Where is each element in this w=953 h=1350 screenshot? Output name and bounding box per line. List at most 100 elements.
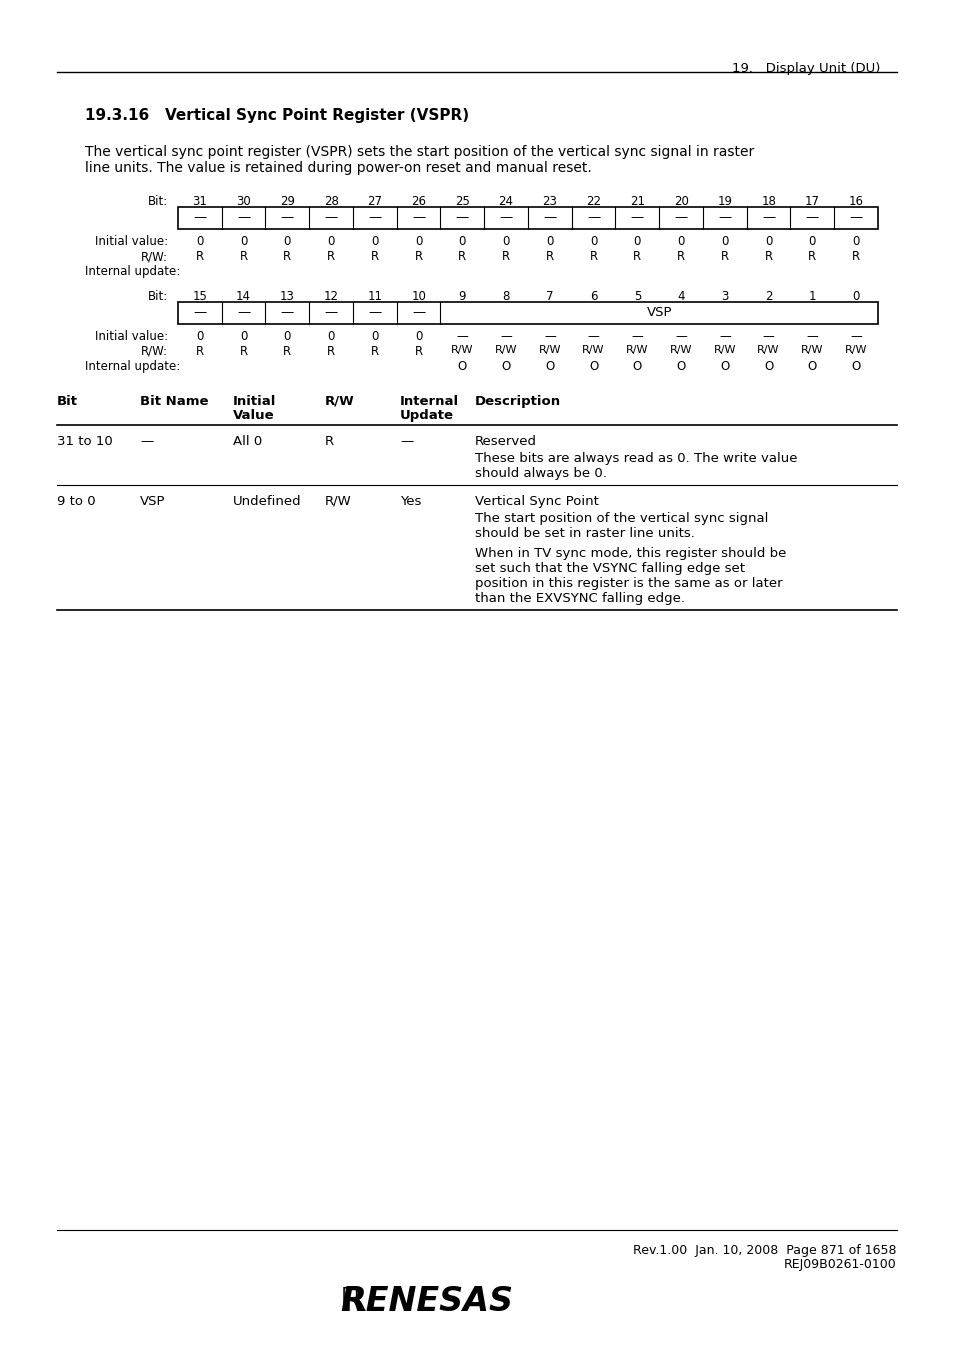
Text: 9 to 0: 9 to 0 (57, 495, 95, 508)
Text: These bits are always read as 0. The write value: These bits are always read as 0. The wri… (475, 452, 797, 464)
Text: R: R (239, 346, 248, 358)
Text: R: R (415, 346, 422, 358)
Text: Bit Name: Bit Name (140, 396, 209, 408)
Text: —: — (719, 329, 730, 343)
Text: 19: 19 (717, 194, 732, 208)
Text: R: R (371, 250, 378, 263)
Text: R: R (371, 346, 378, 358)
Text: The start position of the vertical sync signal: The start position of the vertical sync … (475, 512, 767, 525)
Text: 4: 4 (677, 290, 684, 302)
Text: 16: 16 (848, 194, 862, 208)
Text: 24: 24 (498, 194, 513, 208)
Text: 0: 0 (283, 235, 291, 248)
Text: 28: 28 (323, 194, 338, 208)
Text: 18: 18 (760, 194, 775, 208)
Text: —: — (193, 306, 206, 320)
Text: 0: 0 (415, 235, 422, 248)
Text: —: — (849, 329, 862, 343)
Text: —: — (193, 212, 206, 224)
Text: 7: 7 (545, 290, 553, 302)
Text: 29: 29 (279, 194, 294, 208)
Text: 5: 5 (633, 290, 640, 302)
Text: 27: 27 (367, 194, 382, 208)
Text: 13: 13 (279, 290, 294, 302)
Text: Bit:: Bit: (148, 194, 168, 208)
Text: O: O (851, 360, 860, 373)
Text: R/W: R/W (713, 346, 736, 355)
Text: R: R (195, 346, 204, 358)
Text: Yes: Yes (399, 495, 421, 508)
Text: R/W:: R/W: (141, 346, 168, 358)
Text: —: — (412, 212, 425, 224)
Text: 0: 0 (852, 235, 859, 248)
Text: 12: 12 (323, 290, 338, 302)
Text: —: — (456, 212, 469, 224)
Text: VSP: VSP (140, 495, 165, 508)
Text: Bit: Bit (57, 396, 78, 408)
Text: —: — (805, 329, 818, 343)
Text: REJ09B0261-0100: REJ09B0261-0100 (783, 1258, 896, 1270)
Text: 1: 1 (808, 290, 815, 302)
Text: R: R (239, 250, 248, 263)
Text: —: — (631, 329, 642, 343)
Text: 0: 0 (764, 235, 772, 248)
Text: —: — (761, 212, 775, 224)
Text: 0: 0 (196, 235, 203, 248)
Text: should always be 0.: should always be 0. (475, 467, 606, 481)
Text: 31 to 10: 31 to 10 (57, 435, 112, 448)
Text: 0: 0 (546, 235, 553, 248)
Text: Initial value:: Initial value: (94, 329, 168, 343)
Text: —: — (586, 212, 599, 224)
Text: 0: 0 (808, 235, 815, 248)
Text: R: R (327, 250, 335, 263)
Text: When in TV sync mode, this register should be: When in TV sync mode, this register shou… (475, 547, 785, 560)
Text: 0: 0 (502, 235, 509, 248)
Text: R: R (415, 250, 422, 263)
Text: 0: 0 (371, 329, 378, 343)
Text: 0: 0 (371, 235, 378, 248)
Bar (178, 207, 877, 230)
Text: R/W: R/W (325, 396, 355, 408)
Text: R: R (457, 250, 466, 263)
Text: 0: 0 (196, 329, 203, 343)
Text: R: R (589, 250, 598, 263)
Text: R/W: R/W (801, 346, 822, 355)
Text: —: — (324, 212, 337, 224)
Text: VSP: VSP (646, 306, 671, 320)
Text: 10: 10 (411, 290, 426, 302)
Text: O: O (545, 360, 554, 373)
Text: O: O (457, 360, 467, 373)
Text: R: R (677, 250, 684, 263)
Text: 22: 22 (585, 194, 600, 208)
Text: Internal: Internal (399, 396, 458, 408)
Text: —: — (762, 329, 774, 343)
Text: —: — (542, 212, 556, 224)
Text: 0: 0 (240, 235, 247, 248)
Text: R/W: R/W (325, 495, 352, 508)
Text: —: — (543, 329, 556, 343)
Text: 3: 3 (720, 290, 728, 302)
Text: 0: 0 (852, 290, 859, 302)
Text: O: O (588, 360, 598, 373)
Text: R: R (807, 250, 816, 263)
Text: R: R (633, 250, 640, 263)
Text: —: — (236, 306, 250, 320)
Text: Undefined: Undefined (233, 495, 301, 508)
Text: All 0: All 0 (233, 435, 262, 448)
Text: —: — (324, 306, 337, 320)
Text: RENESAS: RENESAS (339, 1285, 513, 1318)
Text: —: — (848, 212, 862, 224)
Text: Initial value:: Initial value: (94, 235, 168, 248)
Text: R: R (763, 250, 772, 263)
Text: 8: 8 (502, 290, 509, 302)
Text: Initial: Initial (233, 396, 276, 408)
Text: R/W: R/W (669, 346, 692, 355)
Text: Update: Update (399, 409, 454, 423)
Text: Internal update:: Internal update: (85, 360, 180, 373)
Text: R: R (327, 346, 335, 358)
Text: 11: 11 (367, 290, 382, 302)
Text: —: — (499, 212, 512, 224)
Text: The vertical sync point register (VSPR) sets the start position of the vertical : The vertical sync point register (VSPR) … (85, 144, 754, 159)
Text: 0: 0 (589, 235, 597, 248)
Text: R: R (195, 250, 204, 263)
